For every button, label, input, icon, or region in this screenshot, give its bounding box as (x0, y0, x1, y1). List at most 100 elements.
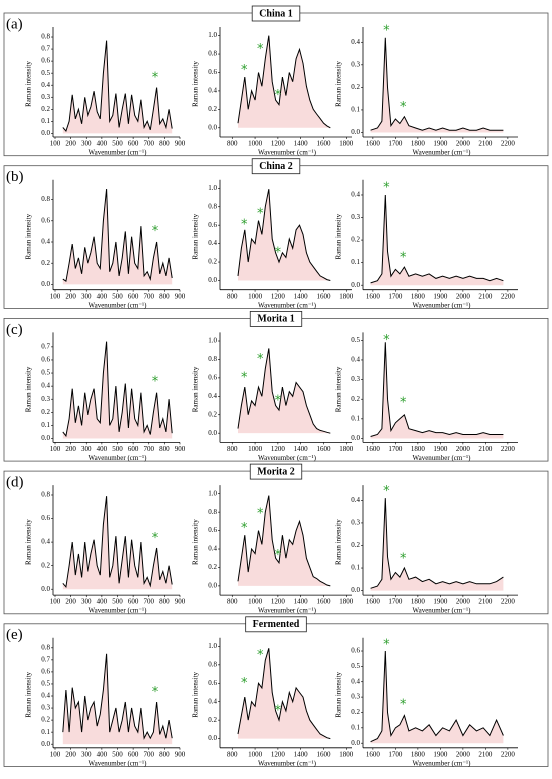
y-tick-label: 0.2 (351, 541, 360, 549)
x-tick-label: 1700 (388, 750, 403, 758)
x-tick-label: 500 (112, 598, 123, 606)
x-tick-label: 1600 (366, 140, 381, 148)
y-tick-label: 0.4 (41, 692, 50, 700)
x-tick-label: 1700 (388, 598, 403, 606)
y-tick-label: 0.1 (351, 564, 360, 572)
y-tick-label: 0.8 (41, 33, 50, 41)
y-tick-label: 0.8 (208, 50, 217, 58)
y-tick-label: 0.4 (351, 356, 360, 364)
x-tick-label: 1400 (294, 750, 309, 758)
x-tick-label: 2100 (478, 292, 493, 300)
area-fill (370, 342, 504, 439)
x-tick-label: 700 (144, 750, 155, 758)
annotation: * (400, 100, 407, 115)
y-tick-label: 0.0 (41, 740, 50, 748)
y-tick-label: 0.1 (351, 414, 360, 422)
x-tick-label: 700 (144, 598, 155, 606)
y-tick-label: 0.7 (41, 655, 50, 663)
annotation: * (400, 396, 407, 411)
x-tick-label: 1000 (248, 445, 263, 453)
area-fill (238, 348, 331, 434)
y-tick-label: 0.0 (208, 429, 217, 437)
area-fill (238, 495, 331, 586)
annotation: * (383, 637, 390, 652)
panel-label: (e) (6, 627, 23, 643)
annotation: * (241, 676, 248, 691)
x-tick-label: 1900 (433, 750, 448, 758)
y-tick-label: 0.5 (41, 680, 50, 688)
y-tick-label: 0.3 (351, 693, 360, 701)
annotation: * (241, 370, 248, 385)
x-tick-label: 1600 (366, 292, 381, 300)
x-axis-label: Wavenumber (cm⁻¹) (258, 454, 317, 462)
x-tick-label: 400 (97, 598, 108, 606)
x-tick-label: 1800 (339, 292, 354, 300)
annotation: * (152, 375, 159, 390)
y-tick-label: 0.3 (351, 60, 360, 68)
x-tick-label: 1700 (388, 445, 403, 453)
x-tick-label: 1900 (433, 445, 448, 453)
x-tick-label: 1400 (294, 292, 309, 300)
y-tick-label: 0.0 (41, 585, 50, 593)
spectrum-line (370, 194, 504, 284)
y-tick-label: 0.0 (208, 276, 217, 284)
annotation: * (152, 531, 159, 546)
y-axis-label: Raman intensity (335, 61, 343, 107)
x-tick-label: 800 (159, 598, 170, 606)
spectrum-line (370, 37, 504, 131)
x-tick-label: 1700 (388, 140, 403, 148)
x-tick-label: 500 (112, 445, 123, 453)
x-tick-label: 2200 (501, 598, 516, 606)
x-tick-label: 2000 (456, 598, 471, 606)
x-tick-label: 600 (128, 445, 139, 453)
spectrum-line (237, 648, 331, 740)
area-fill (62, 40, 173, 134)
area-fill (62, 341, 173, 439)
area-fill (62, 496, 173, 590)
y-tick-label: 0.0 (351, 128, 360, 136)
y-tick-label: 0.2 (41, 259, 50, 267)
x-tick-label: 1800 (339, 598, 354, 606)
x-tick-label: 2100 (478, 140, 493, 148)
annotation: * (241, 521, 248, 536)
y-tick-label: 0.8 (41, 491, 50, 499)
x-tick-label: 800 (159, 445, 170, 453)
area-fill (62, 653, 173, 745)
title-box (249, 310, 303, 327)
x-tick-label: 1600 (316, 292, 331, 300)
x-tick-label: 1700 (388, 292, 403, 300)
y-tick-label: 0.5 (41, 369, 50, 377)
annotation: * (257, 506, 264, 521)
y-tick-label: 1.0 (208, 642, 217, 650)
spectrum-line (62, 40, 173, 132)
x-tick-label: 600 (128, 598, 139, 606)
y-tick-label: 0.4 (208, 697, 217, 705)
panel-label: (c) (6, 322, 23, 338)
x-tick-label: 800 (227, 598, 238, 606)
x-tick-label: 900 (175, 445, 186, 453)
y-axis-label: Raman intensity (335, 366, 343, 412)
spectrum-line (237, 495, 331, 587)
annotation: * (257, 42, 264, 57)
y-tick-label: 1.0 (208, 489, 217, 497)
y-tick-label: 0.8 (208, 508, 217, 516)
y-tick-label: 0.8 (208, 202, 217, 210)
y-tick-label: 0.8 (41, 195, 50, 203)
spectrum-line (62, 653, 173, 740)
y-tick-label: 0.3 (41, 704, 50, 712)
x-tick-label: 1600 (316, 140, 331, 148)
x-axis-label: Wavenumber (cm⁻¹) (89, 301, 148, 309)
x-tick-label: 1600 (366, 750, 381, 758)
y-tick-label: 0.1 (41, 728, 50, 736)
x-tick-label: 1900 (433, 292, 448, 300)
x-tick-label: 1200 (271, 750, 286, 758)
x-tick-label: 2100 (478, 598, 493, 606)
x-tick-label: 800 (159, 292, 170, 300)
y-tick-label: 0.2 (208, 410, 217, 418)
y-tick-label: 0.2 (208, 563, 217, 571)
annotation: * (152, 224, 159, 239)
y-tick-label: 0.5 (41, 69, 50, 77)
x-tick-label: 2200 (501, 140, 516, 148)
y-axis-label: Raman intensity (25, 61, 33, 107)
x-tick-label: 100 (50, 598, 61, 606)
